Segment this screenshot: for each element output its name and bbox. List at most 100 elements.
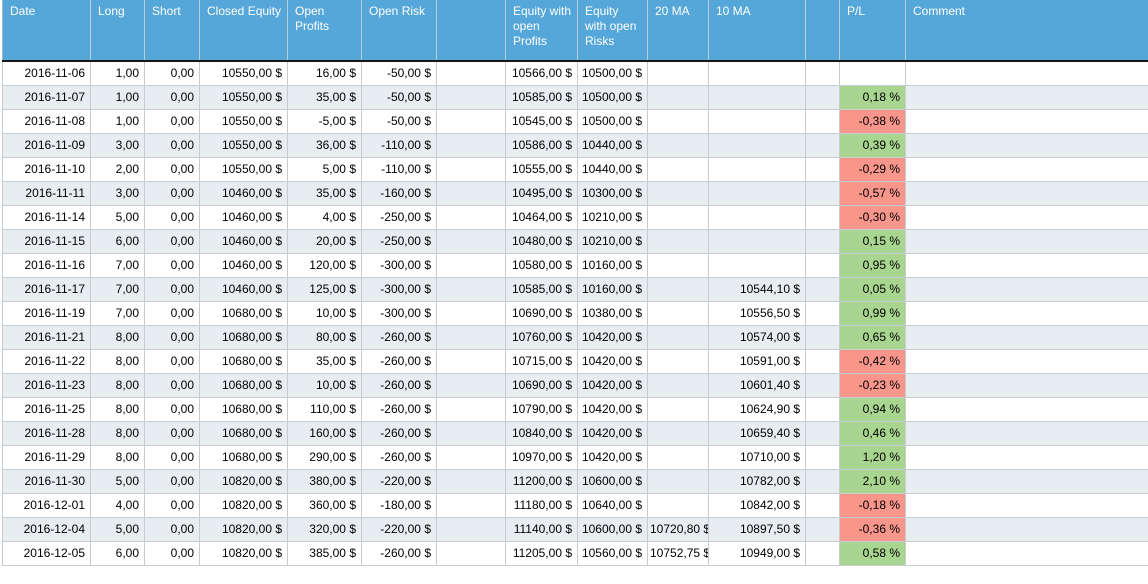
- cell-20-ma[interactable]: 10752,75 $: [647, 540, 709, 566]
- cell-open-profits[interactable]: 120,00 $: [287, 252, 362, 278]
- cell-pl[interactable]: -0,18 %: [839, 492, 906, 518]
- cell-equity-with-open-risks[interactable]: 10210,00 $: [577, 204, 648, 230]
- cell-comment[interactable]: [905, 204, 1148, 230]
- cell-closed-equity[interactable]: 10550,00 $: [199, 108, 288, 134]
- cell-10-ma[interactable]: 10556,50 $: [708, 300, 806, 326]
- cell-long[interactable]: 7,00: [90, 276, 145, 302]
- cell-spacer-2[interactable]: [805, 60, 840, 86]
- column-header-long[interactable]: Long: [90, 0, 145, 61]
- cell-open-risk[interactable]: -260,00 $: [361, 324, 437, 350]
- cell-10-ma[interactable]: 10897,50 $: [708, 516, 806, 542]
- cell-date[interactable]: 2016-12-01: [2, 492, 91, 518]
- cell-date[interactable]: 2016-11-19: [2, 300, 91, 326]
- cell-20-ma[interactable]: [647, 396, 709, 422]
- cell-long[interactable]: 7,00: [90, 252, 145, 278]
- cell-comment[interactable]: [905, 444, 1148, 470]
- cell-closed-equity[interactable]: 10680,00 $: [199, 324, 288, 350]
- cell-short[interactable]: 0,00: [144, 252, 200, 278]
- cell-long[interactable]: 8,00: [90, 324, 145, 350]
- cell-spacer-2[interactable]: [805, 204, 840, 230]
- cell-pl[interactable]: 0,58 %: [839, 540, 906, 566]
- cell-short[interactable]: 0,00: [144, 276, 200, 302]
- cell-short[interactable]: 0,00: [144, 420, 200, 446]
- cell-10-ma[interactable]: [708, 252, 806, 278]
- cell-equity-with-open-profits[interactable]: 10495,00 $: [505, 180, 578, 206]
- cell-pl[interactable]: 0,94 %: [839, 396, 906, 422]
- cell-comment[interactable]: [905, 420, 1148, 446]
- cell-long[interactable]: 6,00: [90, 540, 145, 566]
- cell-spacer-1[interactable]: [436, 324, 506, 350]
- cell-open-risk[interactable]: -260,00 $: [361, 396, 437, 422]
- cell-equity-with-open-risks[interactable]: 10210,00 $: [577, 228, 648, 254]
- cell-spacer-1[interactable]: [436, 228, 506, 254]
- cell-open-profits[interactable]: 5,00 $: [287, 156, 362, 182]
- cell-date[interactable]: 2016-11-15: [2, 228, 91, 254]
- cell-open-profits[interactable]: 10,00 $: [287, 372, 362, 398]
- cell-closed-equity[interactable]: 10680,00 $: [199, 372, 288, 398]
- cell-pl[interactable]: 0,05 %: [839, 276, 906, 302]
- cell-10-ma[interactable]: 10624,90 $: [708, 396, 806, 422]
- cell-closed-equity[interactable]: 10820,00 $: [199, 516, 288, 542]
- cell-spacer-2[interactable]: [805, 276, 840, 302]
- cell-equity-with-open-risks[interactable]: 10300,00 $: [577, 180, 648, 206]
- cell-pl[interactable]: -0,23 %: [839, 372, 906, 398]
- cell-date[interactable]: 2016-11-16: [2, 252, 91, 278]
- cell-spacer-2[interactable]: [805, 252, 840, 278]
- cell-equity-with-open-profits[interactable]: 10715,00 $: [505, 348, 578, 374]
- cell-equity-with-open-profits[interactable]: 10690,00 $: [505, 300, 578, 326]
- cell-long[interactable]: 7,00: [90, 300, 145, 326]
- cell-equity-with-open-risks[interactable]: 10380,00 $: [577, 300, 648, 326]
- cell-closed-equity[interactable]: 10460,00 $: [199, 180, 288, 206]
- cell-closed-equity[interactable]: 10550,00 $: [199, 84, 288, 110]
- cell-date[interactable]: 2016-11-17: [2, 276, 91, 302]
- cell-spacer-2[interactable]: [805, 372, 840, 398]
- cell-closed-equity[interactable]: 10460,00 $: [199, 228, 288, 254]
- cell-open-profits[interactable]: 35,00 $: [287, 84, 362, 110]
- cell-open-risk[interactable]: -50,00 $: [361, 60, 437, 86]
- cell-equity-with-open-profits[interactable]: 10690,00 $: [505, 372, 578, 398]
- cell-open-profits[interactable]: 360,00 $: [287, 492, 362, 518]
- column-header-equity-with-open-profits[interactable]: Equity with open Profits: [505, 0, 578, 61]
- cell-equity-with-open-profits[interactable]: 10555,00 $: [505, 156, 578, 182]
- cell-spacer-2[interactable]: [805, 84, 840, 110]
- cell-open-profits[interactable]: 36,00 $: [287, 132, 362, 158]
- cell-closed-equity[interactable]: 10460,00 $: [199, 276, 288, 302]
- cell-equity-with-open-profits[interactable]: 10585,00 $: [505, 276, 578, 302]
- cell-open-risk[interactable]: -260,00 $: [361, 372, 437, 398]
- cell-comment[interactable]: [905, 372, 1148, 398]
- cell-open-risk[interactable]: -250,00 $: [361, 228, 437, 254]
- cell-comment[interactable]: [905, 540, 1148, 566]
- cell-equity-with-open-risks[interactable]: 10440,00 $: [577, 156, 648, 182]
- cell-spacer-1[interactable]: [436, 540, 506, 566]
- cell-equity-with-open-risks[interactable]: 10420,00 $: [577, 324, 648, 350]
- cell-20-ma[interactable]: [647, 156, 709, 182]
- cell-comment[interactable]: [905, 300, 1148, 326]
- cell-10-ma[interactable]: [708, 132, 806, 158]
- cell-comment[interactable]: [905, 516, 1148, 542]
- cell-comment[interactable]: [905, 396, 1148, 422]
- cell-equity-with-open-profits[interactable]: 10464,00 $: [505, 204, 578, 230]
- cell-date[interactable]: 2016-11-25: [2, 396, 91, 422]
- cell-date[interactable]: 2016-11-14: [2, 204, 91, 230]
- cell-pl[interactable]: 0,15 %: [839, 228, 906, 254]
- cell-short[interactable]: 0,00: [144, 372, 200, 398]
- cell-open-risk[interactable]: -260,00 $: [361, 348, 437, 374]
- cell-closed-equity[interactable]: 10820,00 $: [199, 468, 288, 494]
- column-header-open-risk[interactable]: Open Risk: [361, 0, 437, 61]
- cell-pl[interactable]: 0,39 %: [839, 132, 906, 158]
- cell-open-profits[interactable]: 16,00 $: [287, 60, 362, 86]
- cell-open-profits[interactable]: 35,00 $: [287, 180, 362, 206]
- cell-open-risk[interactable]: -250,00 $: [361, 204, 437, 230]
- cell-long[interactable]: 1,00: [90, 108, 145, 134]
- cell-long[interactable]: 4,00: [90, 492, 145, 518]
- cell-spacer-2[interactable]: [805, 324, 840, 350]
- cell-10-ma[interactable]: 10544,10 $: [708, 276, 806, 302]
- cell-spacer-2[interactable]: [805, 396, 840, 422]
- cell-open-profits[interactable]: 10,00 $: [287, 300, 362, 326]
- cell-10-ma[interactable]: 10591,00 $: [708, 348, 806, 374]
- cell-spacer-1[interactable]: [436, 300, 506, 326]
- cell-equity-with-open-risks[interactable]: 10420,00 $: [577, 444, 648, 470]
- cell-spacer-1[interactable]: [436, 276, 506, 302]
- cell-open-risk[interactable]: -220,00 $: [361, 516, 437, 542]
- cell-10-ma[interactable]: [708, 156, 806, 182]
